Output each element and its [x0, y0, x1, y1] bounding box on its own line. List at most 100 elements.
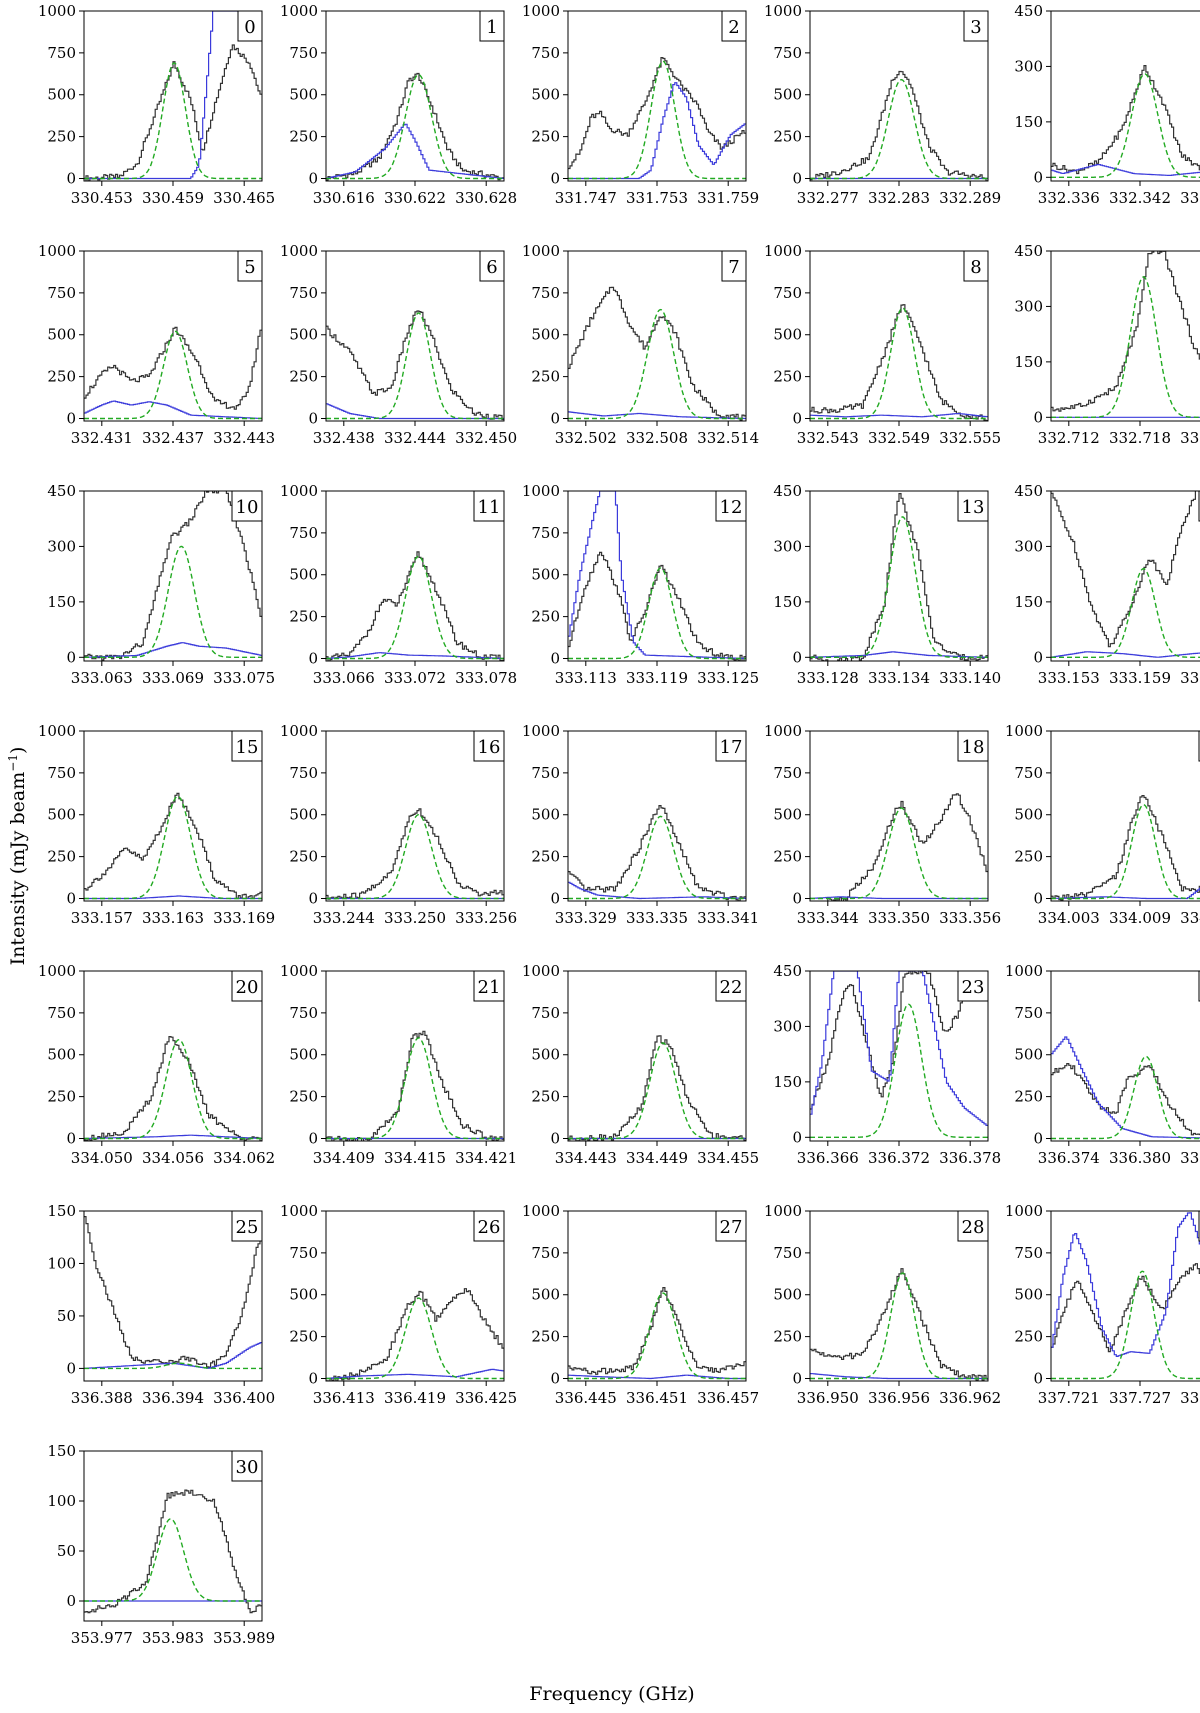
x-tick-label: 331.747: [555, 189, 617, 207]
observed-spectrum: [84, 792, 262, 899]
x-tick-label: 332.431: [71, 429, 133, 447]
model-spectrum: [810, 971, 988, 1126]
y-tick-label: 150: [47, 593, 76, 611]
y-tick-label: 500: [47, 1046, 76, 1064]
y-tick-label: 0: [308, 649, 318, 667]
x-tick-label: 334.056: [142, 1149, 204, 1167]
y-tick-label: 750: [289, 44, 318, 62]
y-tick-label: 450: [773, 482, 802, 500]
y-tick-label: 0: [1033, 168, 1043, 186]
y-tick-label: 1000: [38, 2, 76, 20]
panel-label-box: [237, 10, 263, 42]
x-tick-label: 337.721: [1038, 1389, 1100, 1407]
x-tick-label: 333.119: [626, 669, 688, 687]
x-tick-label: 333.125: [697, 669, 759, 687]
x-tick-label: 336.400: [213, 1389, 275, 1407]
panel-label: 7: [728, 257, 739, 278]
x-tick-label: 334.050: [71, 1149, 133, 1167]
panel-label-box: [963, 250, 989, 282]
y-tick-label: 750: [47, 284, 76, 302]
model-spectrum: [326, 123, 504, 179]
panel-30-plot: [84, 1489, 262, 1614]
x-tick-label: 336.419: [384, 1389, 446, 1407]
y-tick-label: 250: [1014, 1088, 1043, 1106]
panel-label-box: [721, 250, 747, 282]
x-tick-label: 336.378: [939, 1149, 1001, 1167]
panel-label: 1: [486, 17, 497, 38]
x-tick-label: 332.277: [797, 189, 859, 207]
y-axis-label-close: ): [7, 747, 29, 754]
y-tick-label: 750: [531, 764, 560, 782]
x-tick-label: 333.075: [213, 669, 275, 687]
panel-label-box: [237, 250, 263, 282]
panel-frame: [83, 10, 263, 182]
y-tick-label: 250: [773, 848, 802, 866]
y-tick-label: 0: [1033, 648, 1043, 666]
x-tick-label: 333.256: [455, 909, 517, 927]
panel-label-box: [715, 490, 747, 522]
panel-label-box: [715, 1210, 747, 1242]
y-axis-label: Intensity (mJy beam−1): [6, 747, 29, 966]
panel-label-box: [479, 250, 505, 282]
y-tick-label: 150: [1014, 593, 1043, 611]
panel-frame: [1050, 490, 1200, 662]
y-tick-label: 750: [773, 764, 802, 782]
y-tick-label: 500: [289, 566, 318, 584]
panel-12: 0 250 500 750 1000 333.113 333.119 333.125 12: [522, 482, 759, 687]
panel-26-plot: [326, 1288, 504, 1381]
panel-frame: [325, 250, 505, 422]
panel-label: 0: [244, 17, 255, 38]
panel-label: 2: [728, 17, 739, 38]
y-tick-label: 300: [773, 1017, 802, 1035]
gaussian-fit: [810, 807, 988, 900]
x-tick-label: 330.616: [313, 189, 375, 207]
y-tick-label: 750: [289, 764, 318, 782]
panel-label: 12: [720, 497, 743, 518]
y-tick-label: 750: [773, 44, 802, 62]
x-tick-label: 333.072: [384, 669, 446, 687]
observed-spectrum: [1051, 795, 1200, 901]
gaussian-fit: [568, 308, 746, 420]
x-tick-label: 334.443: [555, 1149, 617, 1167]
x-tick-label: 332.543: [797, 429, 859, 447]
x-tick-label: 333.078: [455, 669, 517, 687]
x-tick-label: 336.374: [1038, 1149, 1100, 1167]
x-tick-label: 334.015: [1180, 909, 1200, 927]
model-spectrum: [326, 403, 504, 420]
panel-2: 0 250 500 750 1000 331.747 331.753 331.759 2: [522, 2, 759, 207]
panel-23-plot: [810, 971, 988, 1138]
y-tick-label: 500: [531, 1286, 560, 1304]
y-tick-label: 750: [289, 284, 318, 302]
panel-22-plot: [568, 1035, 746, 1141]
gaussian-fit: [1051, 276, 1200, 418]
y-tick-label: 1000: [38, 962, 76, 980]
y-tick-label: 1000: [280, 962, 318, 980]
observed-spectrum: [810, 971, 988, 1110]
y-tick-label: 1000: [1005, 1202, 1043, 1220]
y-tick-label: 1000: [764, 242, 802, 260]
observed-spectrum: [810, 493, 988, 661]
model-spectrum: [1051, 1036, 1200, 1139]
model-spectrum: [810, 651, 988, 658]
x-tick-label: 336.956: [868, 1389, 930, 1407]
x-tick-label: 333.066: [313, 669, 375, 687]
panel-13-plot: [810, 493, 988, 661]
panel-label-box: [957, 1210, 989, 1242]
x-tick-label: 336.950: [797, 1389, 859, 1407]
observed-spectrum: [1051, 1063, 1200, 1136]
y-tick-label: 750: [531, 284, 560, 302]
y-tick-label: 1000: [280, 242, 318, 260]
gaussian-fit: [84, 62, 262, 180]
y-tick-label: 750: [773, 284, 802, 302]
x-tick-label: 333.128: [797, 669, 859, 687]
model-spectrum: [568, 82, 746, 180]
y-tick-label: 0: [66, 1359, 76, 1377]
x-tick-label: 330.622: [384, 189, 446, 207]
panel-21-plot: [326, 1030, 504, 1141]
y-tick-label: 1000: [280, 1202, 318, 1220]
gaussian-fit: [810, 516, 988, 658]
y-tick-label: 100: [47, 1254, 76, 1272]
y-tick-label: 250: [47, 368, 76, 386]
panel-label-box: [231, 1210, 263, 1242]
y-tick-label: 750: [1014, 1244, 1043, 1262]
